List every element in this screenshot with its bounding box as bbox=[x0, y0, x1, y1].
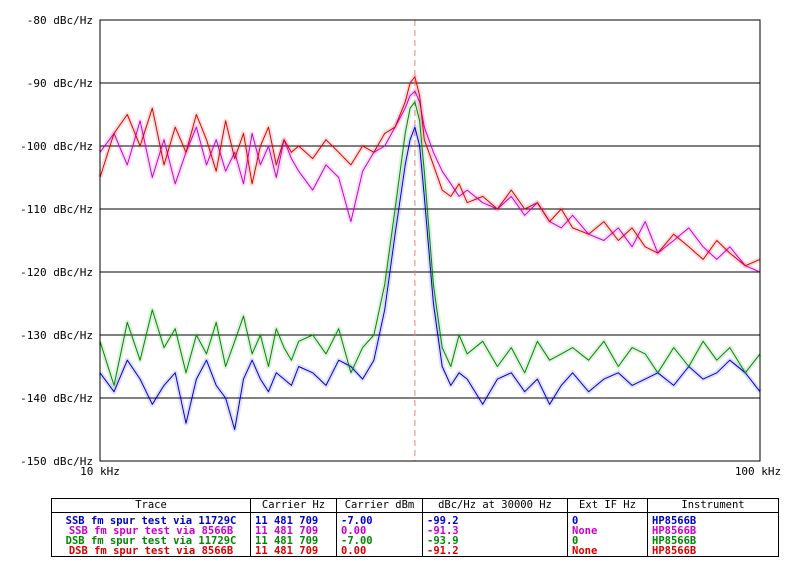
legend-cell-dbc-at-offset: -99.2 bbox=[422, 512, 568, 526]
legend-cell-carrier-hz: 11 481 709 bbox=[250, 546, 337, 557]
legend-cell-ext-if-hz: None bbox=[567, 546, 648, 557]
header-carrier-hz: Carrier Hz bbox=[250, 498, 337, 513]
legend-cell-instrument: HP8566B bbox=[647, 536, 779, 546]
legend-cell-instrument: HP8566B bbox=[647, 526, 779, 536]
series-line-0 bbox=[99, 126, 761, 430]
legend-cell-trace-name: SSB fm spur test via 8566B bbox=[51, 526, 251, 536]
legend-row: DSB fm spur test via 11729C 11 481 709 -7.… bbox=[51, 536, 779, 546]
legend-cell-ext-if-hz: 0 bbox=[567, 536, 648, 546]
x-tick-label-1: 100 kHz bbox=[735, 465, 781, 478]
legend-cell-trace-name: DSB fm spur test via 11729C bbox=[51, 536, 251, 546]
header-dbc-at-offset: dBc/Hz at 30000 Hz bbox=[422, 498, 568, 513]
legend-cell-instrument: HP8566B bbox=[647, 512, 779, 526]
legend-rows: SSB fm spur test via 11729C 11 481 709 -7.… bbox=[51, 512, 779, 557]
legend-cell-carrier-dbm: 0.00 bbox=[336, 526, 423, 536]
y-tick-labels: -80 dBc/Hz -90 dBc/Hz -100 dBc/Hz -110 dBc/… bbox=[20, 14, 93, 468]
series-line-3 bbox=[99, 76, 761, 267]
legend-cell-ext-if-hz: 0 bbox=[567, 512, 648, 526]
legend-cell-trace-name: DSB fm spur test via 8566B bbox=[51, 546, 251, 557]
y-tick-label-6: -140 dBc/Hz bbox=[20, 392, 93, 405]
legend-cell-carrier-dbm: -7.00 bbox=[336, 512, 423, 526]
legend-cell-dbc-at-offset: -91.2 bbox=[422, 546, 568, 557]
y-tick-label-0: -80 dBc/Hz bbox=[27, 14, 93, 27]
legend-cell-carrier-hz: 11 481 709 bbox=[250, 512, 337, 526]
series-line-2 bbox=[99, 101, 761, 386]
legend-row: DSB fm spur test via 8566B 11 481 709 0.00… bbox=[51, 546, 779, 557]
legend-cell-trace-name: SSB fm spur test via 11729C bbox=[51, 512, 251, 526]
legend-cell-carrier-dbm: -7.00 bbox=[336, 536, 423, 546]
series-line-1 bbox=[99, 90, 761, 273]
trace-lines bbox=[97, 74, 762, 432]
header-carrier-dbm: Carrier dBm bbox=[336, 498, 423, 513]
legend-row: SSB fm spur test via 8566B 11 481 709 0.00… bbox=[51, 526, 779, 536]
legend-cell-dbc-at-offset: -91.3 bbox=[422, 526, 568, 536]
y-tick-label-5: -130 dBc/Hz bbox=[20, 329, 93, 342]
legend-cell-carrier-dbm: 0.00 bbox=[336, 546, 423, 557]
header-trace: Trace bbox=[51, 498, 251, 513]
legend-row: SSB fm spur test via 11729C 11 481 709 -7.… bbox=[51, 512, 779, 526]
grid-lines bbox=[100, 19, 760, 462]
y-tick-label-1: -90 dBc/Hz bbox=[27, 77, 93, 90]
header-ext-if-hz: Ext IF Hz bbox=[567, 498, 648, 513]
legend-cell-instrument: HP8566B bbox=[647, 546, 779, 557]
y-tick-label-4: -120 dBc/Hz bbox=[20, 266, 93, 279]
y-tick-label-3: -110 dBc/Hz bbox=[20, 203, 93, 216]
x-tick-label-0: 10 kHz bbox=[80, 465, 120, 478]
y-tick-label-7: -150 dBc/Hz bbox=[20, 455, 93, 468]
legend-cell-ext-if-hz: None bbox=[567, 526, 648, 536]
header-instrument: Instrument bbox=[647, 498, 779, 513]
plot-frame bbox=[99, 19, 761, 462]
x-tick-labels: 10 kHz 100 kHz bbox=[80, 465, 781, 478]
legend-cell-carrier-hz: 11 481 709 bbox=[250, 526, 337, 536]
series-band-0 bbox=[97, 124, 762, 432]
legend-cell-carrier-hz: 11 481 709 bbox=[250, 536, 337, 546]
legend-header-row: Trace Carrier Hz Carrier dBm dBc/Hz at 3… bbox=[51, 498, 779, 513]
legend-cell-dbc-at-offset: -93.9 bbox=[422, 536, 568, 546]
phase-noise-chart: -80 dBc/Hz -90 dBc/Hz -100 dBc/Hz -110 dBc/… bbox=[20, 14, 781, 478]
y-tick-label-2: -100 dBc/Hz bbox=[20, 140, 93, 153]
trace-legend-table: Trace Carrier Hz Carrier dBm dBc/Hz at 3… bbox=[51, 498, 779, 557]
